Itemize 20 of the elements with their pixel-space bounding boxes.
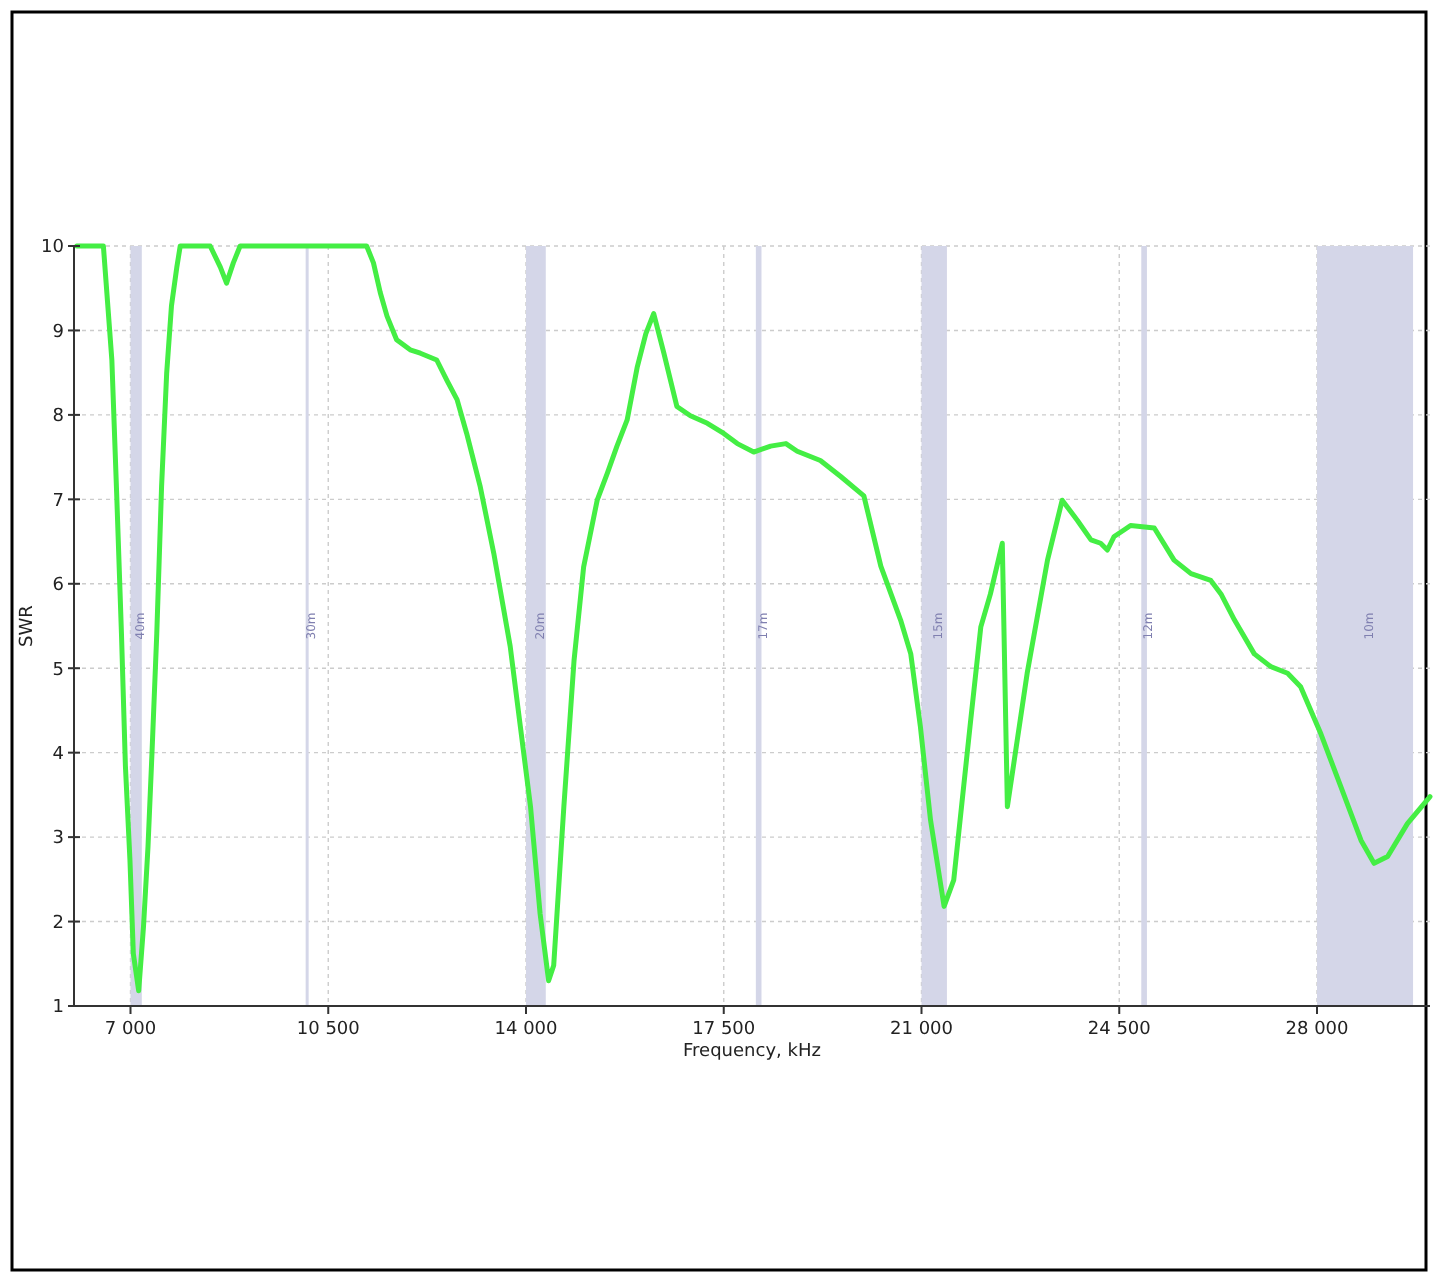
y-tick-label: 1: [52, 998, 64, 1019]
y-tick-label: 7: [52, 491, 64, 512]
y-tick-label: 10: [41, 238, 65, 259]
x-tick-label: 21 000: [890, 1020, 954, 1040]
x-axis-title: Frequency, kHz: [683, 1042, 822, 1062]
x-tick-label: 14 000: [494, 1020, 559, 1040]
y-axis-title: SWR: [18, 605, 38, 647]
line-series: [74, 243, 1433, 994]
y-tick-label: 8: [52, 407, 65, 428]
y-tick-label: 2: [52, 913, 64, 934]
x-tick-label: 28 000: [1285, 1020, 1350, 1040]
x-tick-label: 17 500: [692, 1020, 756, 1040]
y-tick-label: 3: [52, 829, 64, 850]
x-tick-label: 24 500: [1087, 1020, 1152, 1040]
x-tick-label: 7 000: [104, 1020, 157, 1040]
x-tick-label: 10 500: [296, 1020, 361, 1040]
y-tick-label: 9: [52, 322, 65, 343]
y-tick-label: 4: [52, 744, 65, 765]
y-tick-label: 6: [52, 576, 65, 597]
y-tick-label: 5: [52, 660, 64, 681]
